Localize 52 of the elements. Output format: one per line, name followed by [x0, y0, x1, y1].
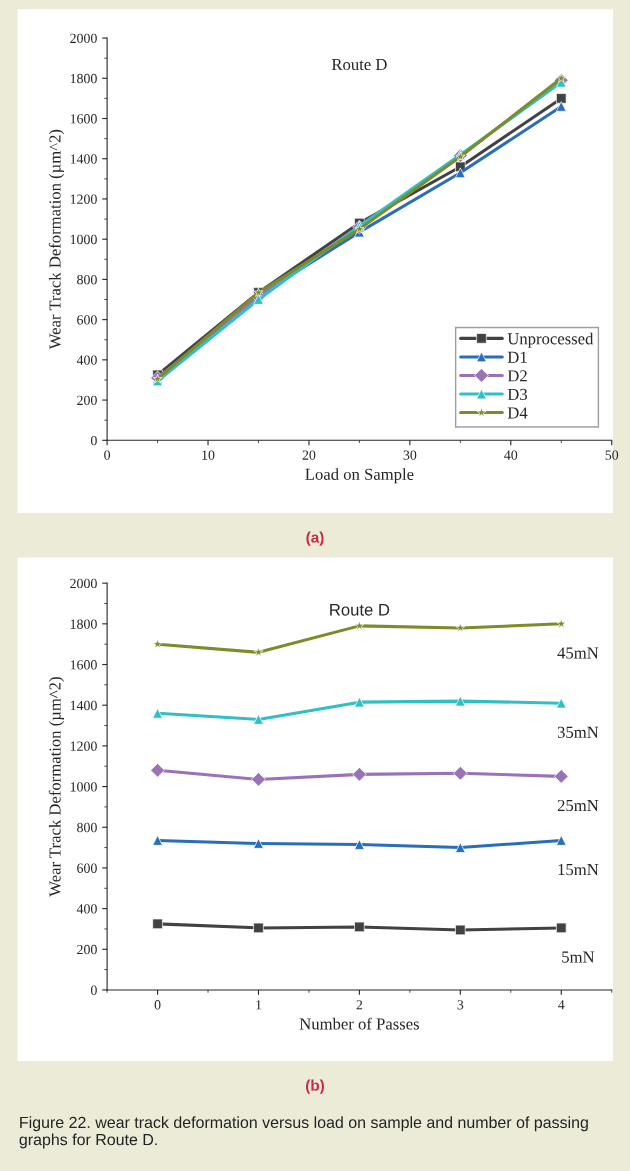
y-tick-label: 1200: [70, 194, 97, 204]
y-tick-label: 1600: [70, 114, 97, 124]
y-tick-label: 0: [90, 435, 97, 446]
x-tick-label: 3: [457, 1000, 464, 1010]
x-tick-label: 50: [605, 450, 619, 460]
x-tick-label: 0: [154, 1000, 161, 1010]
x-axis-title: Number of Passes: [299, 1017, 419, 1030]
y-tick-label: 600: [77, 315, 97, 325]
y-tick-label: 200: [77, 395, 97, 406]
y-tick-label: 1600: [70, 660, 97, 670]
y-tick-label: 600: [77, 863, 97, 873]
x-tick-label: 1: [256, 1000, 262, 1010]
legend-label: D1: [507, 351, 527, 363]
legend-label: Unprocessed: [507, 332, 594, 348]
x-tick-label: 20: [302, 450, 316, 460]
series-label: 5mN: [562, 951, 595, 963]
caption: Figure 22. wear track deformation versus load on sample and number of passing graphs for Route D.: [19, 1116, 588, 1149]
x-tick-label: 0: [104, 450, 111, 460]
x-axis-title: Load on Sample: [305, 468, 414, 484]
text: (a): [306, 531, 324, 546]
y-tick-label: 1000: [70, 782, 97, 792]
legend-label: D4: [507, 407, 528, 419]
y-tick-label: 1200: [70, 741, 97, 751]
series-label: 25mN: [557, 799, 599, 812]
y-tick-label: 1000: [70, 234, 97, 245]
y-tick-label: 800: [77, 822, 97, 833]
x-tick-label: 30: [403, 450, 417, 460]
text: (b): [306, 1079, 324, 1094]
y-tick-label: 1800: [70, 619, 97, 629]
series-label: 45mN: [557, 647, 599, 659]
x-tick-label: 10: [202, 450, 215, 460]
series-label: 35mN: [557, 726, 599, 738]
y-tick-label: 200: [77, 944, 97, 955]
y-axis-title: Wear Track Deformation (µm^2): [48, 129, 65, 350]
y-tick-label: 400: [76, 355, 97, 365]
y-tick-label: 1400: [70, 154, 97, 164]
x-tick-label: 4: [558, 1000, 565, 1010]
y-tick-label: 2000: [70, 578, 97, 589]
legend-label: D2: [507, 370, 527, 382]
y-tick-label: 2000: [70, 33, 97, 44]
text: Route D: [330, 604, 390, 616]
y-tick-label: 0: [90, 985, 97, 995]
y-axis-title: Wear Track Deformation (µm^2): [48, 677, 65, 897]
x-tick-label: 2: [356, 1000, 363, 1010]
text: Route D: [331, 59, 387, 71]
y-tick-label: 1400: [70, 700, 97, 711]
x-tick-label: 40: [504, 450, 518, 460]
y-tick-label: 1800: [70, 73, 97, 84]
series-label: 15mN: [558, 864, 599, 876]
y-tick-label: 400: [76, 904, 97, 914]
y-tick-label: 800: [77, 274, 97, 285]
legend-label: D3: [507, 388, 528, 401]
